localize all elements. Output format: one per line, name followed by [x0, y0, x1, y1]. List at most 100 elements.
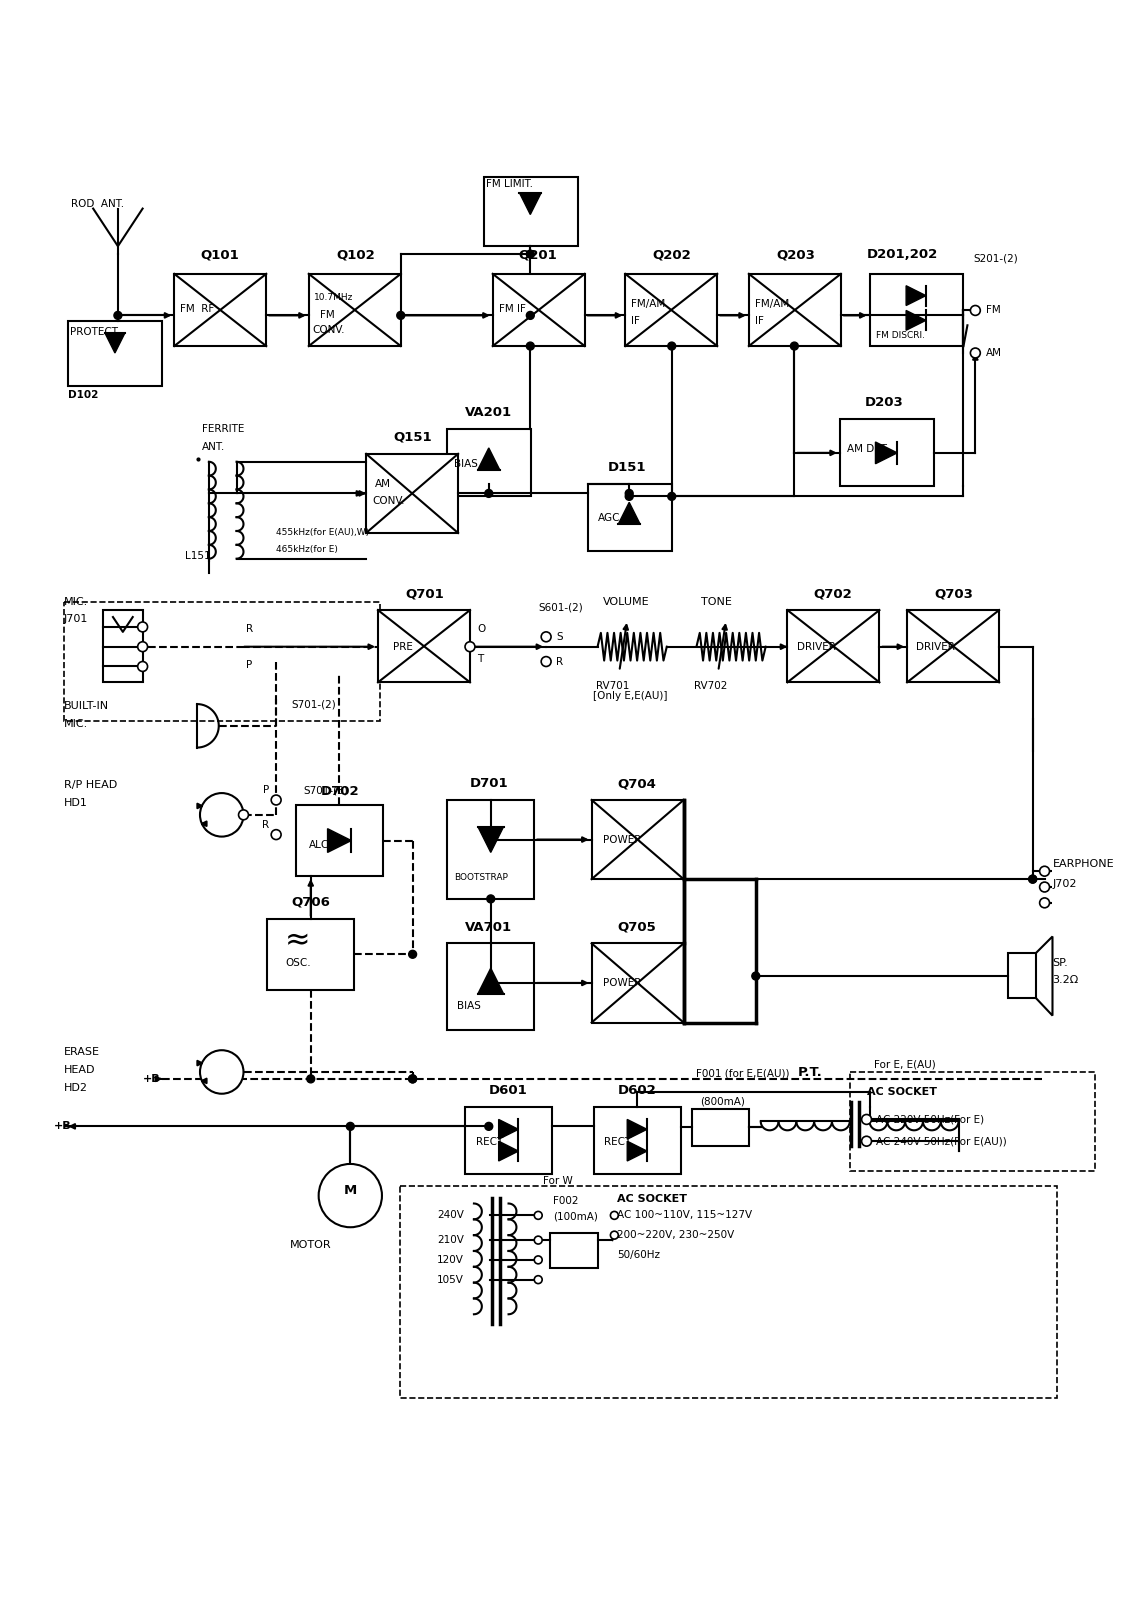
Circle shape: [200, 1050, 243, 1094]
Text: Q102: Q102: [336, 248, 374, 261]
Circle shape: [1039, 866, 1050, 877]
Text: POWER: POWER: [603, 978, 641, 987]
Text: BIAS: BIAS: [455, 459, 478, 469]
Circle shape: [239, 810, 249, 819]
Text: 455kHz(for E(AU),W): 455kHz(for E(AU),W): [276, 528, 369, 538]
Text: DRIVER: DRIVER: [916, 642, 955, 651]
Circle shape: [486, 979, 494, 987]
Circle shape: [534, 1211, 542, 1219]
Circle shape: [625, 490, 633, 498]
Bar: [174, 274, 266, 346]
Circle shape: [611, 1230, 619, 1238]
Circle shape: [486, 894, 494, 902]
Text: RECT.: RECT.: [604, 1138, 633, 1147]
Text: MOTOR: MOTOR: [290, 1240, 331, 1250]
Text: FM  RF: FM RF: [180, 304, 215, 315]
Text: SP.: SP.: [1053, 958, 1069, 968]
Text: ROD  ANT.: ROD ANT.: [71, 198, 124, 208]
Text: D601: D601: [490, 1083, 528, 1096]
Text: FERRITE: FERRITE: [202, 424, 244, 434]
Text: FM DISCRI.: FM DISCRI.: [877, 331, 925, 339]
Text: Q203: Q203: [776, 248, 814, 261]
Bar: [592, 944, 683, 1022]
Text: ERASE: ERASE: [63, 1048, 100, 1058]
Text: VOLUME: VOLUME: [603, 597, 649, 608]
Circle shape: [271, 795, 282, 805]
Text: R/P HEAD: R/P HEAD: [63, 781, 116, 790]
Text: (100mA): (100mA): [553, 1211, 598, 1221]
Text: J702: J702: [1053, 878, 1077, 890]
Text: [Only E,E(AU)]: [Only E,E(AU)]: [593, 691, 667, 701]
Text: R: R: [247, 624, 253, 634]
Circle shape: [862, 1115, 872, 1125]
Text: 200~220V, 230~250V: 200~220V, 230~250V: [618, 1230, 735, 1240]
Polygon shape: [1036, 936, 1053, 1016]
Bar: [1008, 954, 1036, 998]
Polygon shape: [105, 333, 124, 354]
Circle shape: [138, 642, 147, 651]
Polygon shape: [328, 829, 352, 853]
Bar: [378, 610, 470, 682]
Bar: [447, 944, 534, 1030]
Circle shape: [611, 1211, 619, 1219]
Text: RECT.: RECT.: [476, 1138, 506, 1147]
Bar: [840, 419, 934, 486]
Circle shape: [534, 1237, 542, 1245]
Bar: [907, 610, 999, 682]
Text: AC 240V 50Hz(For E(AU)): AC 240V 50Hz(For E(AU)): [877, 1136, 1008, 1146]
Text: FM IF: FM IF: [499, 304, 526, 315]
Circle shape: [1029, 875, 1037, 883]
Text: D701: D701: [469, 778, 508, 790]
Polygon shape: [875, 442, 897, 464]
Text: AM DET.: AM DET.: [847, 443, 889, 454]
Text: Q702: Q702: [813, 587, 853, 600]
Bar: [550, 1234, 597, 1267]
Bar: [447, 800, 534, 899]
Text: RV702: RV702: [694, 682, 728, 691]
Polygon shape: [619, 502, 640, 525]
Bar: [787, 610, 880, 682]
Text: S701-(2): S701-(2): [291, 699, 336, 709]
Circle shape: [970, 306, 981, 315]
Circle shape: [307, 1075, 314, 1083]
Text: EARPHONE: EARPHONE: [1053, 859, 1114, 869]
Text: AC SOCKET: AC SOCKET: [866, 1086, 936, 1098]
Polygon shape: [499, 1120, 518, 1139]
Polygon shape: [628, 1141, 647, 1162]
Text: P: P: [264, 786, 269, 795]
Text: 240V: 240V: [438, 1210, 464, 1221]
Circle shape: [486, 835, 494, 843]
Text: R: R: [262, 819, 269, 830]
Bar: [267, 918, 354, 990]
Text: F002: F002: [553, 1195, 579, 1205]
Text: CONV.: CONV.: [372, 496, 405, 506]
Text: AC 100~110V, 115~127V: AC 100~110V, 115~127V: [618, 1210, 752, 1221]
Bar: [594, 1107, 681, 1174]
Bar: [588, 483, 672, 550]
Circle shape: [970, 349, 981, 358]
Text: HD1: HD1: [63, 798, 87, 808]
Text: BUILT-IN: BUILT-IN: [63, 701, 109, 710]
Text: 50/60Hz: 50/60Hz: [618, 1250, 661, 1259]
Text: FM LIMIT.: FM LIMIT.: [486, 179, 533, 189]
Text: PRE: PRE: [392, 642, 413, 651]
Circle shape: [397, 312, 405, 320]
Text: For E, E(AU): For E, E(AU): [874, 1059, 936, 1069]
Text: VA201: VA201: [465, 406, 512, 419]
Circle shape: [485, 490, 493, 498]
Text: AM: AM: [986, 347, 1002, 358]
Text: 3.2Ω: 3.2Ω: [1053, 974, 1079, 986]
Circle shape: [465, 642, 475, 651]
Text: RV701: RV701: [596, 682, 629, 691]
Text: ≈: ≈: [285, 926, 311, 955]
Text: 10.7MHz: 10.7MHz: [313, 293, 353, 302]
Text: L151: L151: [185, 550, 210, 560]
Polygon shape: [478, 968, 503, 994]
Circle shape: [752, 973, 760, 979]
Text: R: R: [556, 656, 563, 667]
Text: POWER: POWER: [603, 835, 641, 845]
Text: MIC.: MIC.: [63, 718, 88, 730]
Text: S201-(2): S201-(2): [974, 254, 1018, 264]
Circle shape: [625, 493, 633, 501]
Bar: [63, 602, 380, 722]
